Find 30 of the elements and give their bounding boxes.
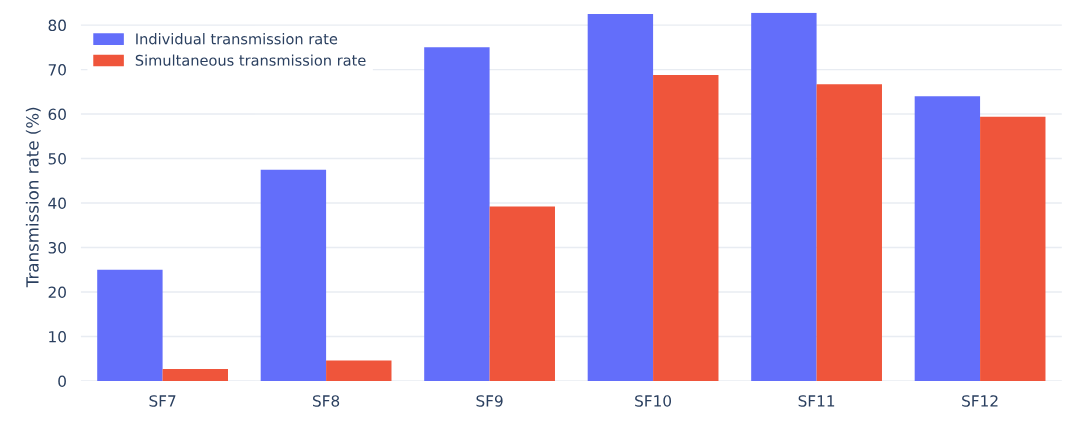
bar (980, 116, 1046, 382)
bar (914, 96, 981, 382)
x-tick-label: SF7 (149, 395, 176, 407)
legend-label: Simultaneous transmission rate (135, 54, 366, 66)
bar (751, 12, 817, 382)
y-tick-label: 60 (48, 108, 66, 121)
x-tick-label: SF11 (798, 395, 835, 407)
bar (653, 74, 719, 382)
x-tick-label: SF10 (635, 395, 672, 407)
y-tick-label: 50 (48, 153, 66, 165)
y-tick-label: 30 (48, 242, 66, 254)
y-tick-label: 20 (48, 286, 66, 299)
y-tick-label: 70 (48, 64, 66, 76)
x-tick-label: SF12 (962, 395, 998, 407)
x-tick-label: SF8 (313, 395, 340, 407)
bar (816, 84, 882, 382)
y-tick-label: 40 (48, 197, 66, 210)
y-tick-label: 0 (58, 375, 66, 388)
bar (424, 47, 490, 382)
x-tick-label: SF9 (476, 395, 503, 407)
bar (162, 368, 228, 382)
bar (587, 13, 654, 382)
bar (260, 169, 327, 382)
bar (326, 360, 392, 382)
bar (489, 206, 555, 382)
y-tick-label: 80 (48, 19, 66, 32)
y-tick-label: 10 (49, 330, 66, 343)
bar (97, 269, 163, 382)
y-axis-title: Transmission rate (%) (25, 107, 41, 288)
legend-label: Individual transmission rate (136, 33, 338, 45)
